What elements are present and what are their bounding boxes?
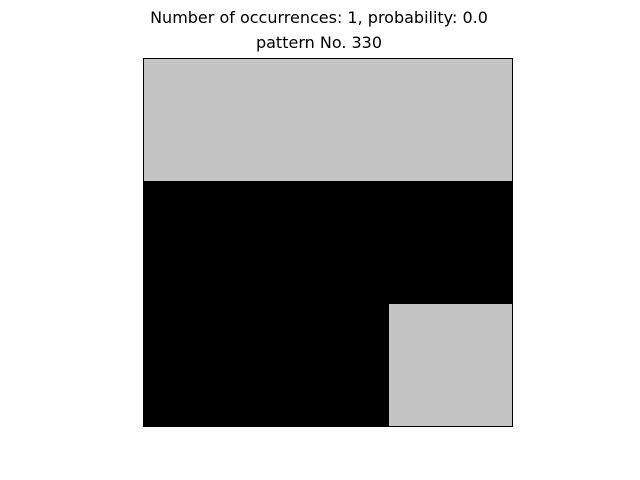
pattern-cell-r2-c0	[144, 303, 268, 426]
pattern-cell-r1-c2	[389, 181, 512, 305]
pattern-cell-r0-c2	[389, 59, 512, 182]
figure-title: Number of occurrences: 1, probability: 0…	[150, 8, 488, 27]
pattern-cell-r2-c2	[389, 303, 512, 426]
pattern-cell-r1-c0	[144, 181, 268, 305]
pattern-cell-r0-c1	[266, 59, 390, 182]
pattern-grid	[143, 58, 513, 427]
pattern-cell-r2-c1	[266, 303, 390, 426]
pattern-cell-r1-c1	[266, 181, 390, 305]
pattern-cell-r0-c0	[144, 59, 268, 182]
pattern-subtitle: pattern No. 330	[255, 33, 383, 52]
